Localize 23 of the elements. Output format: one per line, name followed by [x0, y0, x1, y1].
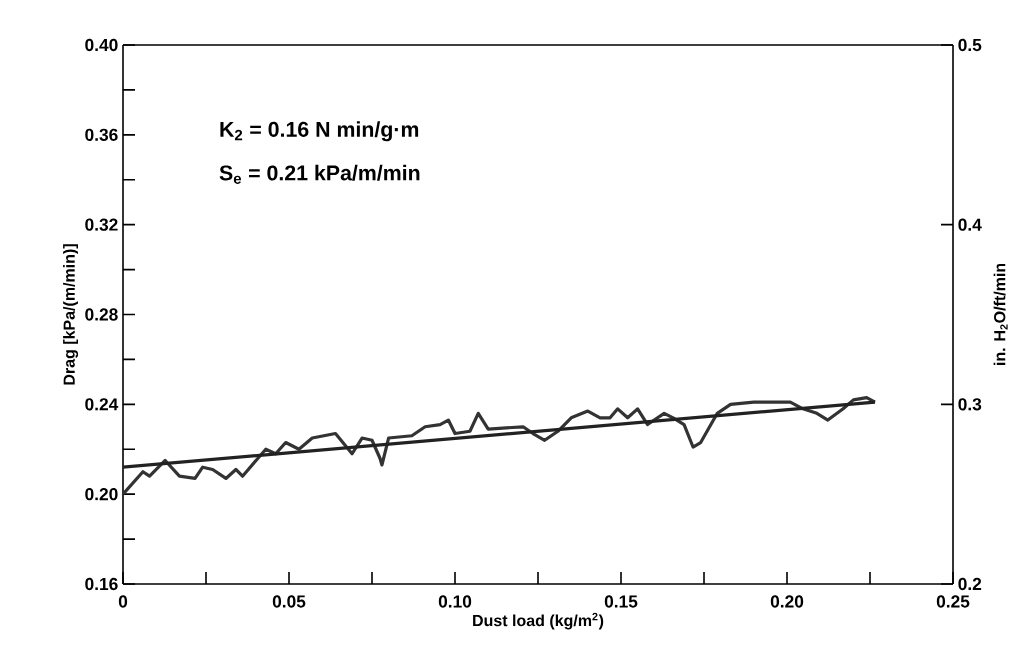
x-tick-label: 0.20: [770, 595, 804, 608]
annotation: S$_{e}$ = 0.21 kPa/m/min: [219, 164, 420, 184]
x-axis-title: Dust load (kg/m$^{2}$): [473, 612, 604, 630]
y2-axis-title: in. H$_{2}$O/ft/min: [993, 263, 1008, 365]
y2-tick-label: 0.5: [958, 38, 982, 52]
x-tick-label: 0.15: [604, 595, 638, 608]
x-tick-label: 0.10: [438, 595, 472, 608]
x-tick-label: 0.05: [272, 595, 306, 608]
y-tick-label: 0.36: [85, 128, 118, 141]
y-tick-label: 0.16: [85, 577, 118, 591]
y2-tick-label: 0.3: [958, 398, 982, 411]
line-series: [123, 396, 877, 496]
y-tick-label: 0.20: [85, 488, 118, 501]
y-tick-label: 0.28: [85, 308, 118, 321]
y-tick-label: 0.32: [85, 218, 118, 231]
y-tick-label: 0.24: [85, 398, 119, 411]
annotation: K$_{2}$ = 0.16 N min/g·m: [220, 121, 419, 142]
y2-tick-label: 0.4: [958, 218, 982, 231]
y-tick-label: 0.40: [85, 38, 118, 52]
y-axis-title: Drag [kPa/(m/min)]: [63, 244, 79, 385]
y2-tick-label: 0.2: [958, 577, 982, 591]
x-tick-label: 0.25: [936, 595, 970, 608]
x-tick-label: 0: [118, 595, 128, 608]
